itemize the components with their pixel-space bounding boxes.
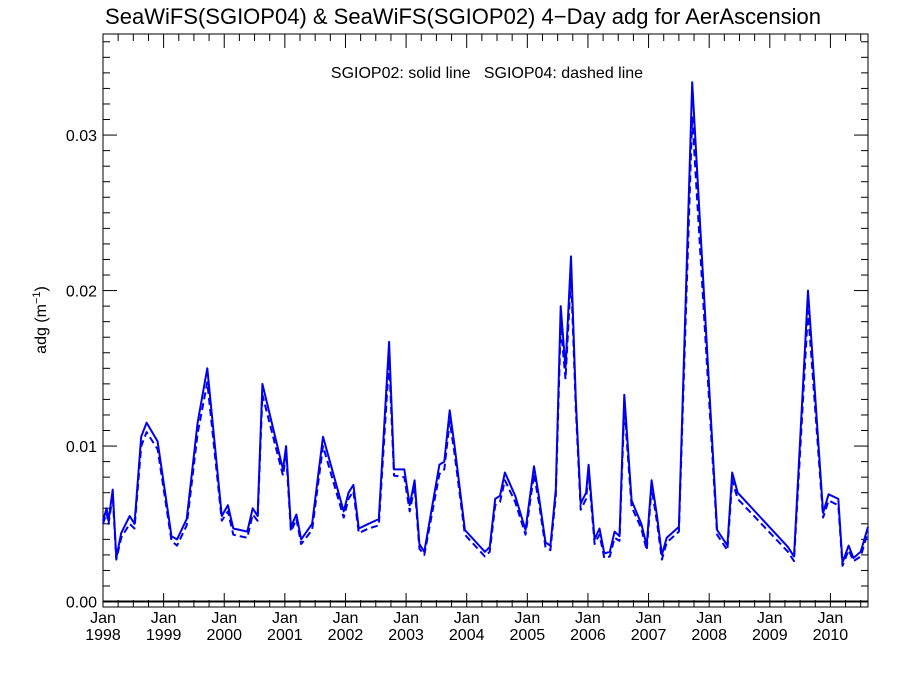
x-tick-month-label: Jan [272,610,298,627]
x-tick-month-label: Jan [454,610,480,627]
x-tick-month-label: Jan [151,610,177,627]
x-tick-month-label: Jan [514,610,540,627]
x-tick-month-label: Jan [636,610,662,627]
y-axis-label: adg (m−1) [31,286,50,354]
x-tick-month-label: Jan [696,610,722,627]
x-tick-year-label: 1998 [85,627,121,644]
x-tick-month-label: Jan [393,610,419,627]
line-style-annotation: SGIOP02: solid line SGIOP04: dashed line [331,65,643,82]
x-tick-month-label: Jan [333,610,359,627]
x-tick-month-label: Jan [818,610,844,627]
x-tick-year-label: 2001 [267,627,303,644]
axes-layer: 0.000.010.020.03Jan1998Jan1999Jan2000Jan… [66,34,868,644]
y-axis-label-base: adg (m [33,304,50,354]
y-tick-label: 0.01 [66,439,97,456]
x-tick-year-label: 2000 [206,627,242,644]
x-tick-year-label: 1999 [146,627,182,644]
x-tick-month-label: Jan [90,610,116,627]
x-tick-year-label: 2006 [570,627,606,644]
x-tick-month-label: Jan [575,610,601,627]
x-tick-year-label: 2009 [752,627,788,644]
y-tick-label: 0.00 [66,595,97,612]
series-line-sgiop02-solid [102,81,869,564]
x-tick-year-label: 2007 [631,627,667,644]
chart-title: SeaWiFS(SGIOP04) & SeaWiFS(SGIOP02) 4−Da… [105,4,821,29]
series-line-sgiop04-dashed [102,115,869,567]
x-tick-year-label: 2003 [388,627,424,644]
x-tick-year-label: 2010 [813,627,849,644]
plot-frame [102,33,869,608]
x-tick-year-label: 2008 [691,627,727,644]
y-axis-label-close: ) [33,286,50,291]
x-tick-year-label: 2002 [328,627,364,644]
y-axis-label-exponent: −1 [31,291,43,304]
y-tick-label: 0.03 [66,128,97,145]
x-tick-month-label: Jan [211,610,237,627]
y-tick-label: 0.02 [66,284,97,301]
series-layer [102,81,869,567]
x-tick-year-label: 2005 [510,627,546,644]
x-tick-month-label: Jan [757,610,783,627]
x-tick-year-label: 2004 [449,627,485,644]
